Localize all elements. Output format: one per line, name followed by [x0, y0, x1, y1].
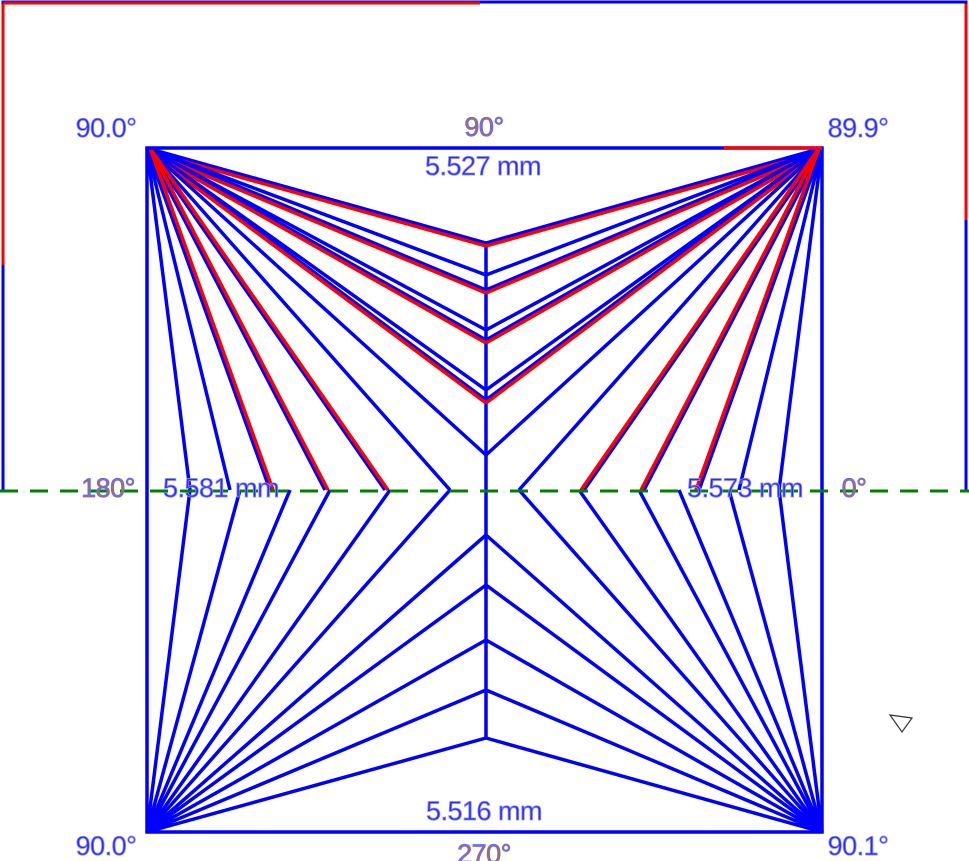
fan-line: [145, 149, 488, 405]
fan-line: [148, 147, 390, 491]
fan-line: [146, 146, 487, 292]
corner-angle: 89.9°: [828, 113, 889, 143]
direction-label: 0°: [842, 473, 867, 503]
side-length: 5.516 mm: [426, 796, 542, 826]
side-length: 5.581 mm: [163, 473, 279, 503]
fan-line: [485, 146, 823, 292]
direction-label: 90°: [464, 112, 503, 142]
fan-line: [485, 149, 823, 248]
fan-line: [145, 488, 452, 834]
fan-line: [148, 147, 275, 491]
fan-line: [146, 146, 487, 245]
fan-line: [145, 147, 387, 491]
fan-line: [577, 488, 824, 834]
fan-line: [485, 146, 823, 342]
side-length: 5.527 mm: [425, 151, 541, 181]
fan-line: [145, 146, 488, 457]
fan-line: [485, 638, 823, 834]
fan-line: [485, 146, 823, 245]
fan-line: [677, 489, 824, 833]
frame: [1, 0, 968, 490]
fan-line: [146, 146, 487, 277]
corner-angle: 90.0°: [76, 113, 137, 143]
fan-line: [145, 146, 488, 402]
fan-line: [642, 147, 824, 491]
fan-line: [517, 488, 824, 834]
fan-line: [145, 489, 332, 833]
fan-line: [485, 736, 823, 834]
fan-line: [146, 688, 487, 834]
fan-line: [485, 146, 823, 277]
fan-line: [145, 146, 452, 492]
fan-line: [145, 147, 192, 491]
fan-line: [145, 147, 327, 491]
fan-line: [484, 146, 824, 402]
cursor-marker: [888, 714, 914, 734]
corner-angle: 90.0°: [76, 831, 137, 861]
direction-label: 180°: [81, 473, 135, 503]
corner-angle: 90.1°: [828, 831, 889, 861]
fan-line: [146, 736, 487, 834]
fan-line: [737, 147, 824, 491]
fan-line: [777, 147, 824, 491]
fan-line: [485, 149, 823, 345]
fan-line: [146, 638, 487, 834]
fan-lines: [145, 146, 824, 834]
fan-line: [639, 147, 821, 491]
fan-line: [579, 147, 821, 491]
fan-line: [582, 147, 824, 491]
fan-line: [484, 583, 824, 834]
fan-line: [145, 489, 192, 833]
fan-line: [484, 149, 824, 405]
direction-label: 270°: [457, 839, 511, 861]
fan-line: [485, 688, 823, 834]
fan-line: [148, 147, 330, 491]
fan-line: [146, 149, 487, 345]
fan-line: [145, 583, 488, 834]
fan-line: [777, 489, 824, 833]
fan-line: [694, 147, 821, 491]
side-length: 5.573 mm: [687, 473, 803, 503]
fan-line: [697, 147, 824, 491]
fan-line: [484, 533, 824, 834]
fan-line: [145, 147, 272, 491]
fan-line: [145, 489, 242, 833]
fan-line: [145, 533, 488, 834]
fan-line: [637, 489, 824, 833]
fan-line: [145, 147, 232, 491]
fan-line: [485, 149, 823, 295]
fan-line: [517, 146, 824, 492]
fan-line: [145, 488, 392, 834]
fan-line: [484, 146, 824, 457]
fan-line: [146, 149, 487, 248]
fan-line: [146, 149, 487, 295]
fan-line: [727, 489, 824, 833]
fan-line: [145, 489, 292, 833]
fan-line: [146, 146, 487, 342]
